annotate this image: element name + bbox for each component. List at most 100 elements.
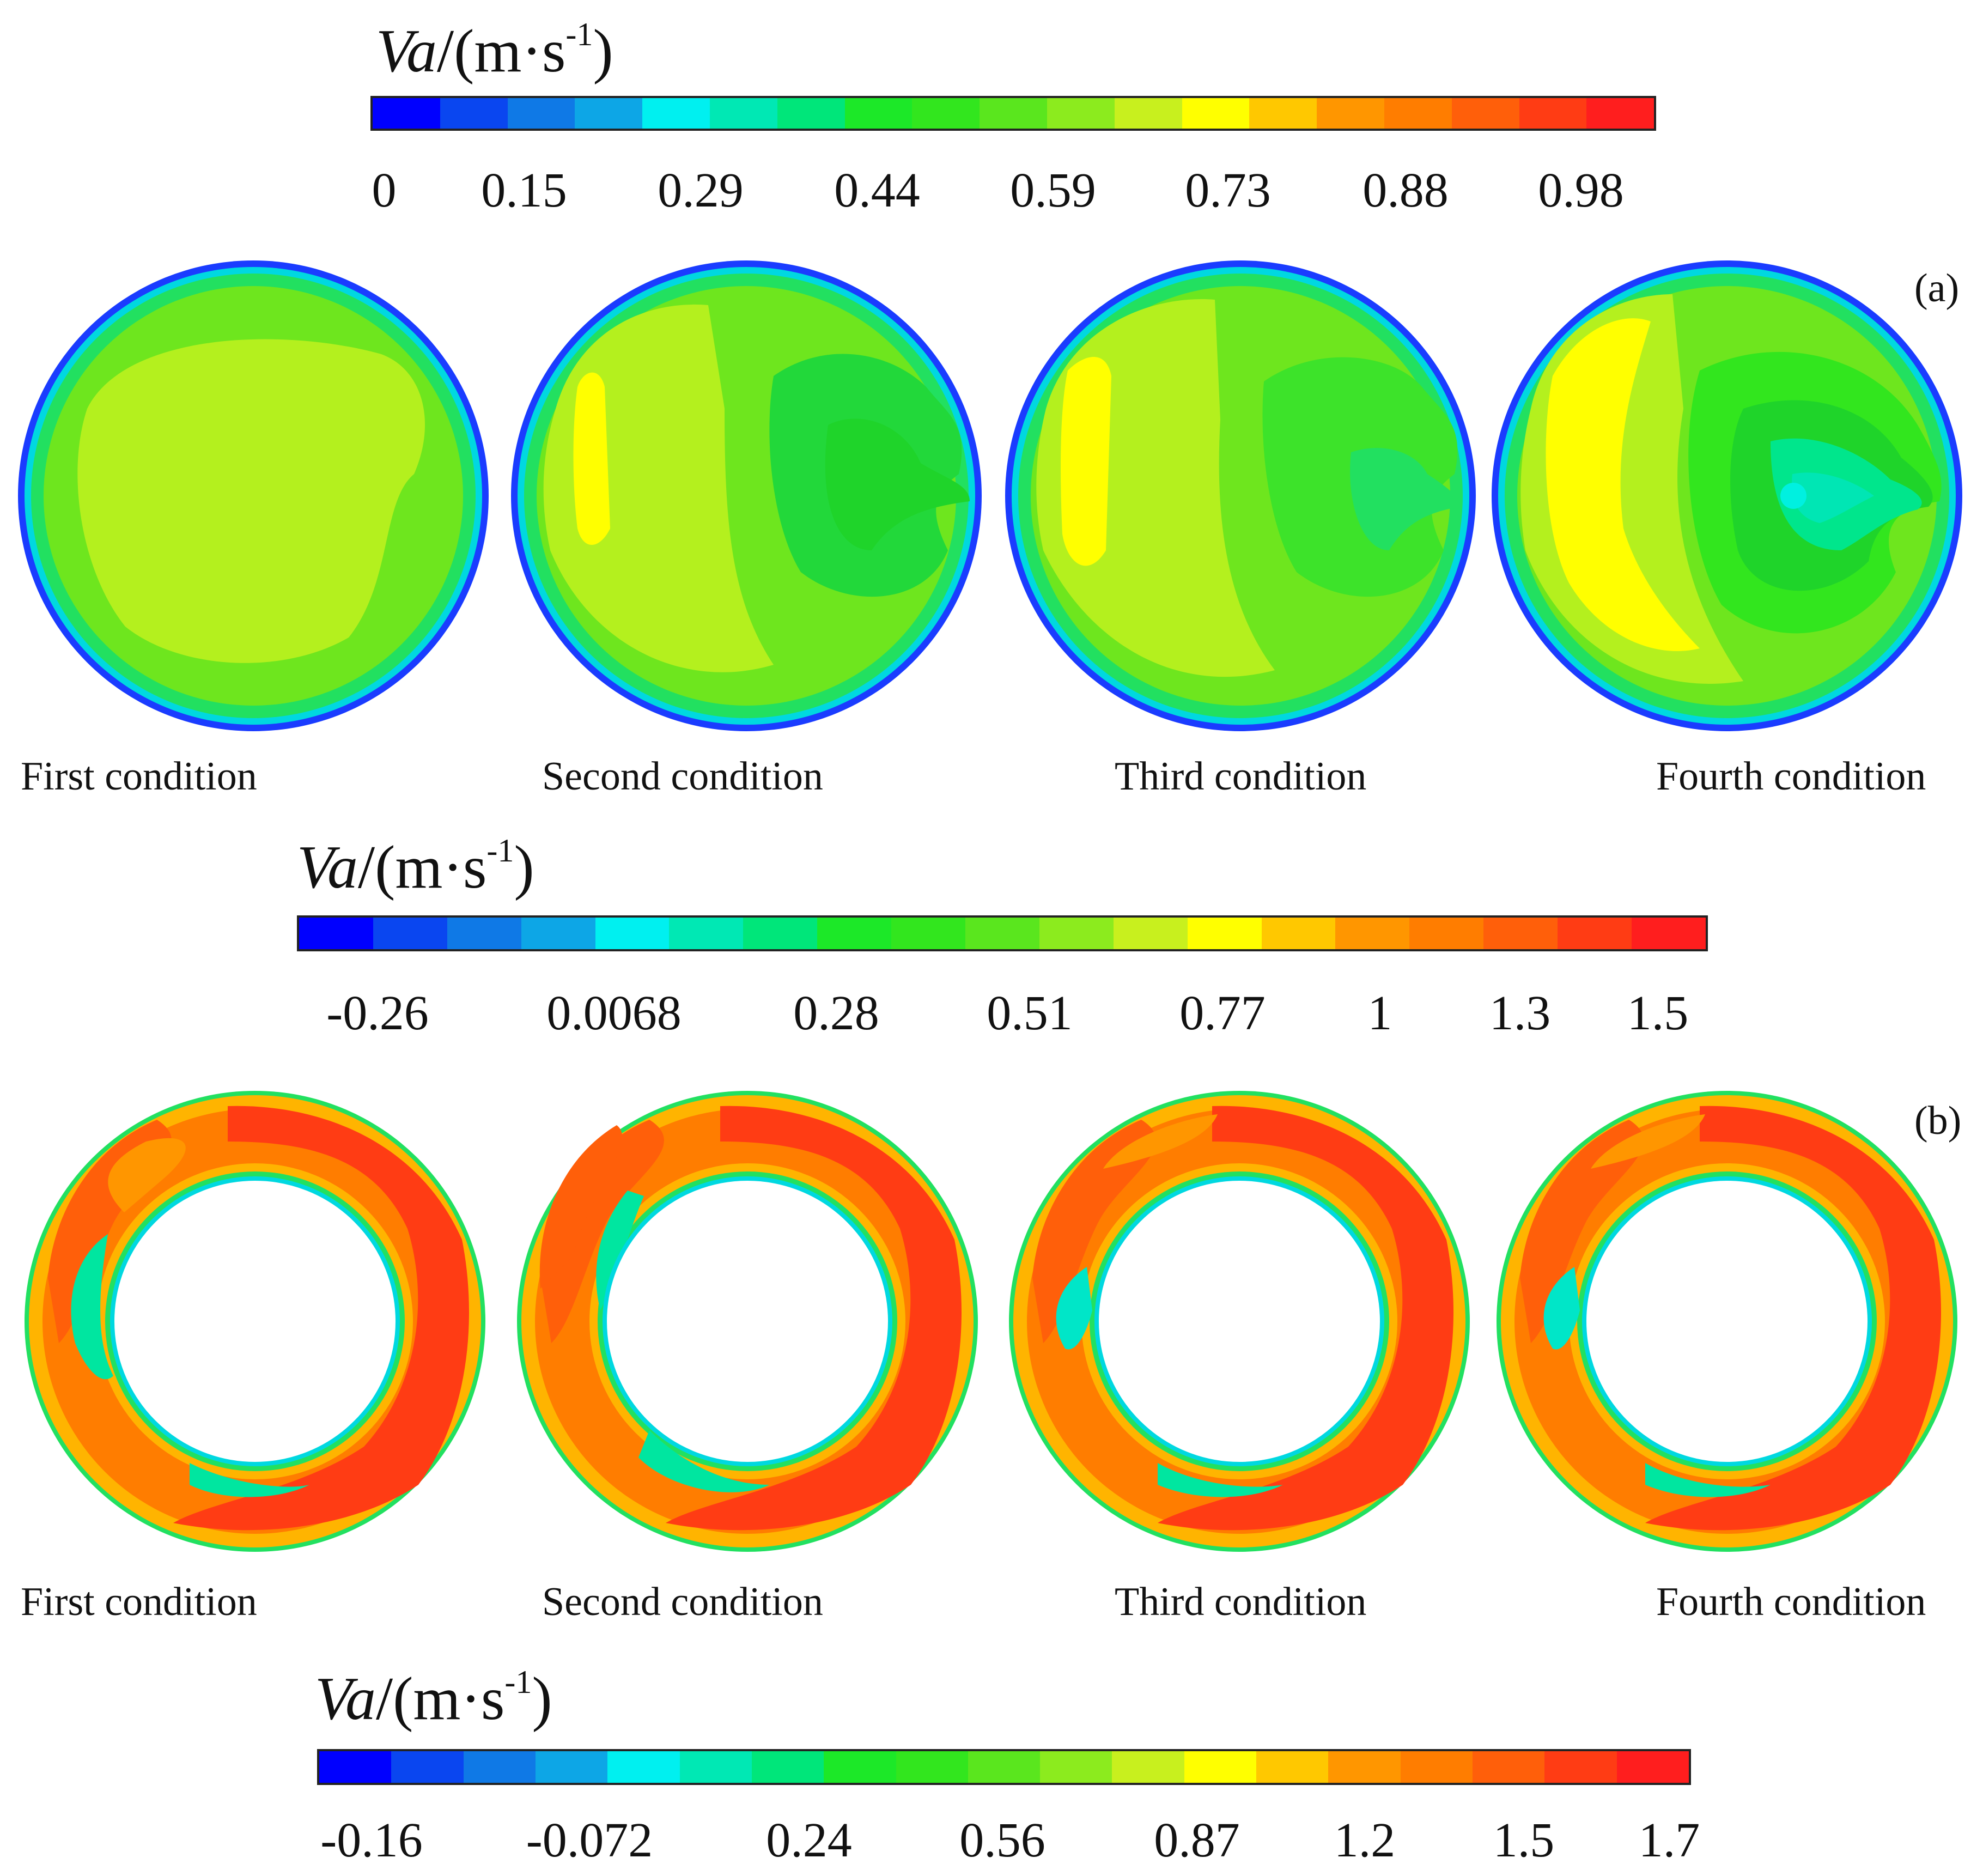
colorbar-segment [891,918,966,949]
panel-b-contour-plots [25,1091,1957,1552]
colorbar-segment [1039,918,1114,949]
colorbar-segment [1317,98,1384,129]
colorbar-2-tick: 0.0068 [546,986,682,1040]
colorbar-segment [1182,98,1250,129]
colorbar-1-tick: 0.59 [1010,163,1096,217]
panel-a-caption-2: Second condition [542,754,823,799]
colorbar-segment [1384,98,1452,129]
panel-a-plot-1 [18,260,489,731]
colorbar-1-tick: 0.29 [658,163,744,217]
colorbar-segment [896,1751,968,1783]
colorbar-segment [1409,918,1484,949]
colorbar-segment [679,1751,752,1783]
colorbar-segment [1113,918,1188,949]
colorbar-segment [777,98,845,129]
colorbar-segment [535,1751,608,1783]
panel-a-plot-2 [511,260,982,731]
colorbar-1-tick: 0.73 [1185,163,1271,217]
panel-a-caption-3: Third condition [1115,754,1367,799]
colorbar-3-tick: -0.072 [526,1813,653,1867]
colorbar-segment [743,918,818,949]
colorbar-segment [980,98,1047,129]
panel-a-contour-plots [18,260,1962,731]
colorbar-segment [1040,1751,1112,1783]
colorbar-1-title: Va/(m·s-1) [376,16,613,85]
colorbar-segment [1616,1751,1689,1783]
colorbar-1-tick: 0 [372,163,397,217]
colorbar-2-tick: 1 [1367,986,1392,1040]
colorbar-segment [463,1751,536,1783]
panel-b-caption-1: First condition [21,1580,257,1624]
colorbar-1 [370,96,1656,131]
colorbar-segment [1187,918,1262,949]
panel-a-label: (a) [1914,266,1960,311]
colorbar-3-tick: 0.56 [959,1813,1045,1867]
colorbar-2-tick: -0.26 [326,986,429,1040]
colorbar-segment [447,918,521,949]
panel-b-plot-1 [25,1091,485,1552]
panel-b-plot-3 [1009,1091,1470,1552]
colorbar-segment [1112,1751,1184,1783]
colorbar-segment [1184,1751,1257,1783]
colorbar-segment [709,98,777,129]
colorbar-2-title: Va/(m·s-1) [297,833,534,901]
colorbar-segment [751,1751,824,1783]
colorbar-segment [1249,98,1317,129]
colorbar-segment [844,98,913,129]
colorbar-segment [817,918,892,949]
colorbar-segment [642,98,710,129]
colorbar-segment [1483,918,1558,949]
colorbar-segment [1558,918,1632,949]
colorbar-2-tick: 0.51 [987,986,1073,1040]
colorbar-segment [1114,98,1182,129]
panel-b-plot-4 [1497,1091,1957,1552]
colorbar-segment [965,918,1039,949]
panel-b-caption-3: Third condition [1115,1580,1367,1624]
colorbar-segment [1451,98,1519,129]
colorbar-2-tick: 1.5 [1627,986,1689,1040]
colorbar-segment [440,98,508,129]
panel-b-caption-4: Fourth condition [1656,1580,1926,1624]
colorbar-segment [824,1751,896,1783]
colorbar-segment [373,98,440,129]
colorbar-segment [669,918,744,949]
colorbar-segment [299,918,373,949]
panel-b-label: (b) [1914,1098,1962,1143]
colorbar-3-tick: 1.5 [1493,1813,1555,1867]
colorbar-3-tick: 1.7 [1638,1813,1700,1867]
colorbar-2-tick: 1.3 [1489,986,1551,1040]
colorbar-1-tick: 0.15 [481,163,567,217]
colorbar-segment [968,1751,1041,1783]
colorbar-segment [1335,918,1410,949]
colorbar-segment [1632,918,1706,949]
panel-a-plot-3 [1005,260,1476,731]
colorbar-segment [595,918,670,949]
panel-a-caption-1: First condition [21,754,257,799]
colorbar-segment [1519,98,1587,129]
colorbar-segment [319,1751,392,1783]
colorbar-1-tick: 0.88 [1362,163,1449,217]
colorbar-segment [391,1751,464,1783]
panel-b-caption-2: Second condition [542,1580,823,1624]
colorbar-2-tick: 0.77 [1179,986,1266,1040]
colorbar-3-tick: -0.16 [320,1813,423,1867]
colorbar-segment [1261,918,1336,949]
colorbar-2 [297,915,1708,951]
colorbar-3-tick: 0.24 [766,1813,852,1867]
colorbar-segment [607,1751,680,1783]
colorbar-segment [912,98,980,129]
colorbar-segment [1256,1751,1329,1783]
colorbar-3 [317,1749,1691,1785]
colorbar-segment [373,918,447,949]
colorbar-segment [507,98,575,129]
colorbar-1-tick: 0.44 [834,163,920,217]
colorbar-segment [1544,1751,1617,1783]
colorbar-segment [521,918,595,949]
colorbar-segment [1400,1751,1473,1783]
panel-a-plot-4 [1492,260,1962,731]
colorbar-segment [1586,98,1654,129]
colorbar-2-tick: 0.28 [793,986,879,1040]
colorbar-segment [1473,1751,1545,1783]
panel-a-caption-4: Fourth condition [1656,754,1926,799]
colorbar-3-tick: 0.87 [1154,1813,1240,1867]
